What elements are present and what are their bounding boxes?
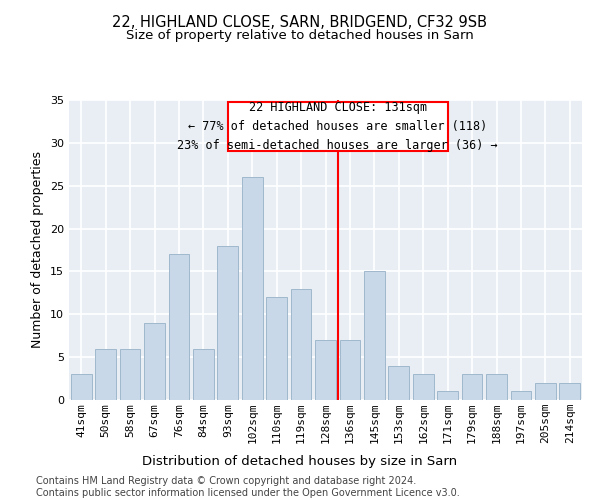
Bar bbox=[437, 392, 458, 400]
Bar bbox=[266, 297, 287, 400]
Bar bbox=[169, 254, 190, 400]
Bar bbox=[290, 288, 311, 400]
Bar bbox=[315, 340, 336, 400]
Bar bbox=[217, 246, 238, 400]
Bar bbox=[364, 272, 385, 400]
Text: Distribution of detached houses by size in Sarn: Distribution of detached houses by size … bbox=[142, 455, 458, 468]
Bar bbox=[193, 348, 214, 400]
Bar bbox=[71, 374, 92, 400]
Y-axis label: Number of detached properties: Number of detached properties bbox=[31, 152, 44, 348]
Bar bbox=[144, 323, 165, 400]
Text: Contains HM Land Registry data © Crown copyright and database right 2024.
Contai: Contains HM Land Registry data © Crown c… bbox=[36, 476, 460, 498]
Bar bbox=[95, 348, 116, 400]
Bar bbox=[486, 374, 507, 400]
Text: 22 HIGHLAND CLOSE: 131sqm
← 77% of detached houses are smaller (118)
23% of semi: 22 HIGHLAND CLOSE: 131sqm ← 77% of detac… bbox=[178, 101, 498, 152]
Bar bbox=[242, 177, 263, 400]
Bar bbox=[119, 348, 140, 400]
Bar bbox=[340, 340, 361, 400]
Bar bbox=[461, 374, 482, 400]
Bar bbox=[511, 392, 532, 400]
Bar bbox=[559, 383, 580, 400]
Bar bbox=[413, 374, 434, 400]
FancyBboxPatch shape bbox=[228, 102, 448, 152]
Text: Size of property relative to detached houses in Sarn: Size of property relative to detached ho… bbox=[126, 29, 474, 42]
Bar bbox=[535, 383, 556, 400]
Bar bbox=[388, 366, 409, 400]
Text: 22, HIGHLAND CLOSE, SARN, BRIDGEND, CF32 9SB: 22, HIGHLAND CLOSE, SARN, BRIDGEND, CF32… bbox=[113, 15, 487, 30]
